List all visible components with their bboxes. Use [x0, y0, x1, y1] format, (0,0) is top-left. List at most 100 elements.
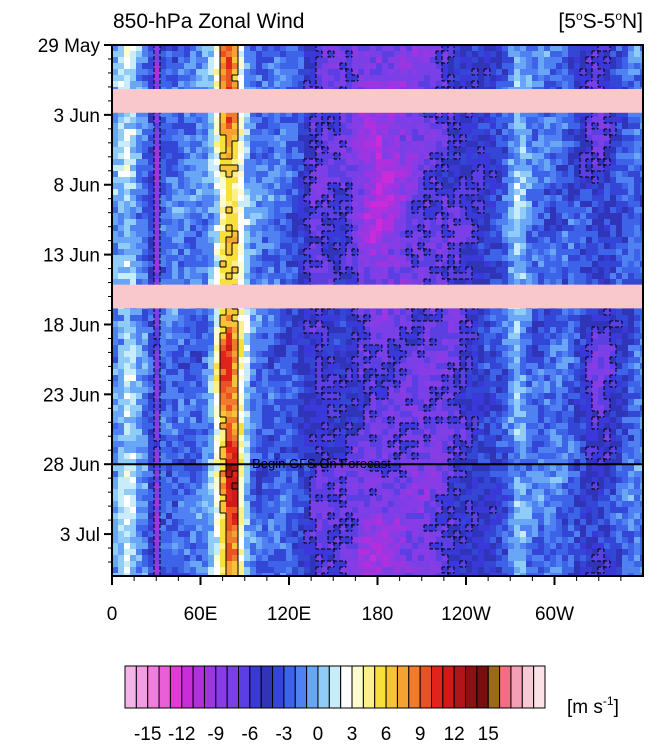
- wind-cell: [274, 135, 281, 142]
- wind-cell: [274, 213, 281, 220]
- wind-cell: [448, 357, 455, 364]
- wind-cell: [634, 327, 641, 334]
- wind-cell: [340, 249, 347, 256]
- wind-cell: [616, 69, 623, 76]
- wind-cell: [532, 201, 539, 208]
- wind-cell: [352, 267, 359, 274]
- wind-cell: [460, 321, 467, 328]
- wind-cell: [400, 81, 407, 88]
- wind-cell: [310, 207, 317, 214]
- wind-cell: [196, 351, 203, 358]
- wind-cell: [196, 369, 203, 376]
- wind-cell: [544, 57, 551, 64]
- wind-cell: [394, 237, 401, 244]
- wind-cell: [238, 249, 245, 256]
- wind-cell: [634, 153, 641, 160]
- wind-cell: [358, 369, 365, 376]
- wind-cell: [556, 327, 563, 334]
- wind-cell: [166, 57, 173, 64]
- wind-cell: [220, 273, 227, 280]
- wind-cell: [316, 141, 323, 148]
- wind-cell: [580, 309, 587, 316]
- wind-cell: [214, 117, 221, 124]
- wind-cell: [490, 63, 497, 70]
- wind-cell: [502, 75, 509, 82]
- wind-cell: [586, 249, 593, 256]
- wind-cell: [598, 369, 605, 376]
- wind-cell: [616, 327, 623, 334]
- wind-cell: [112, 255, 119, 262]
- wind-cell: [172, 117, 179, 124]
- wind-cell: [424, 63, 431, 70]
- wind-cell: [364, 231, 371, 238]
- wind-cell: [610, 225, 617, 232]
- wind-cell: [268, 165, 275, 172]
- wind-cell: [136, 261, 143, 268]
- wind-cell: [580, 57, 587, 64]
- wind-cell: [130, 111, 137, 118]
- wind-cell: [472, 321, 479, 328]
- wind-cell: [298, 171, 305, 178]
- wind-cell: [250, 237, 257, 244]
- wind-cell: [478, 249, 485, 256]
- wind-cell: [592, 63, 599, 70]
- wind-cell: [232, 81, 239, 88]
- wind-cell: [526, 261, 533, 268]
- wind-cell: [322, 279, 329, 286]
- wind-cell: [604, 279, 611, 286]
- wind-cell: [166, 219, 173, 226]
- wind-cell: [136, 201, 143, 208]
- wind-cell: [250, 243, 257, 250]
- wind-cell: [466, 183, 473, 190]
- wind-cell: [544, 213, 551, 220]
- wind-cell: [202, 117, 209, 124]
- wind-cell: [622, 117, 629, 124]
- wind-cell: [166, 255, 173, 262]
- wind-cell: [382, 123, 389, 130]
- wind-cell: [520, 201, 527, 208]
- wind-cell: [406, 189, 413, 196]
- wind-cell: [286, 237, 293, 244]
- wind-cell: [562, 183, 569, 190]
- wind-cell: [130, 153, 137, 160]
- wind-cell: [430, 177, 437, 184]
- wind-cell: [172, 381, 179, 388]
- wind-cell: [238, 57, 245, 64]
- wind-cell: [322, 333, 329, 340]
- wind-cell: [178, 45, 185, 52]
- wind-cell: [448, 219, 455, 226]
- wind-cell: [598, 357, 605, 364]
- wind-cell: [436, 141, 443, 148]
- wind-cell: [112, 351, 119, 358]
- wind-cell: [514, 267, 521, 274]
- wind-cell: [484, 351, 491, 358]
- wind-cell: [454, 357, 461, 364]
- wind-cell: [250, 333, 257, 340]
- wind-cell: [634, 51, 641, 58]
- wind-cell: [208, 351, 215, 358]
- wind-cell: [202, 45, 209, 52]
- wind-cell: [274, 357, 281, 364]
- wind-cell: [244, 129, 251, 136]
- wind-cell: [274, 123, 281, 130]
- wind-cell: [472, 351, 479, 358]
- wind-cell: [322, 183, 329, 190]
- wind-cell: [376, 339, 383, 346]
- wind-cell: [520, 153, 527, 160]
- wind-cell: [514, 171, 521, 178]
- wind-cell: [286, 135, 293, 142]
- wind-cell: [382, 345, 389, 352]
- wind-cell: [412, 369, 419, 376]
- wind-cell: [148, 363, 155, 370]
- wind-cell: [184, 309, 191, 316]
- wind-cell: [220, 207, 227, 214]
- wind-cell: [460, 351, 467, 358]
- wind-cell: [550, 339, 557, 346]
- wind-cell: [442, 357, 449, 364]
- wind-cell: [220, 111, 227, 118]
- wind-cell: [490, 195, 497, 202]
- wind-cell: [526, 267, 533, 274]
- wind-cell: [598, 153, 605, 160]
- wind-cell: [406, 219, 413, 226]
- wind-cell: [442, 309, 449, 316]
